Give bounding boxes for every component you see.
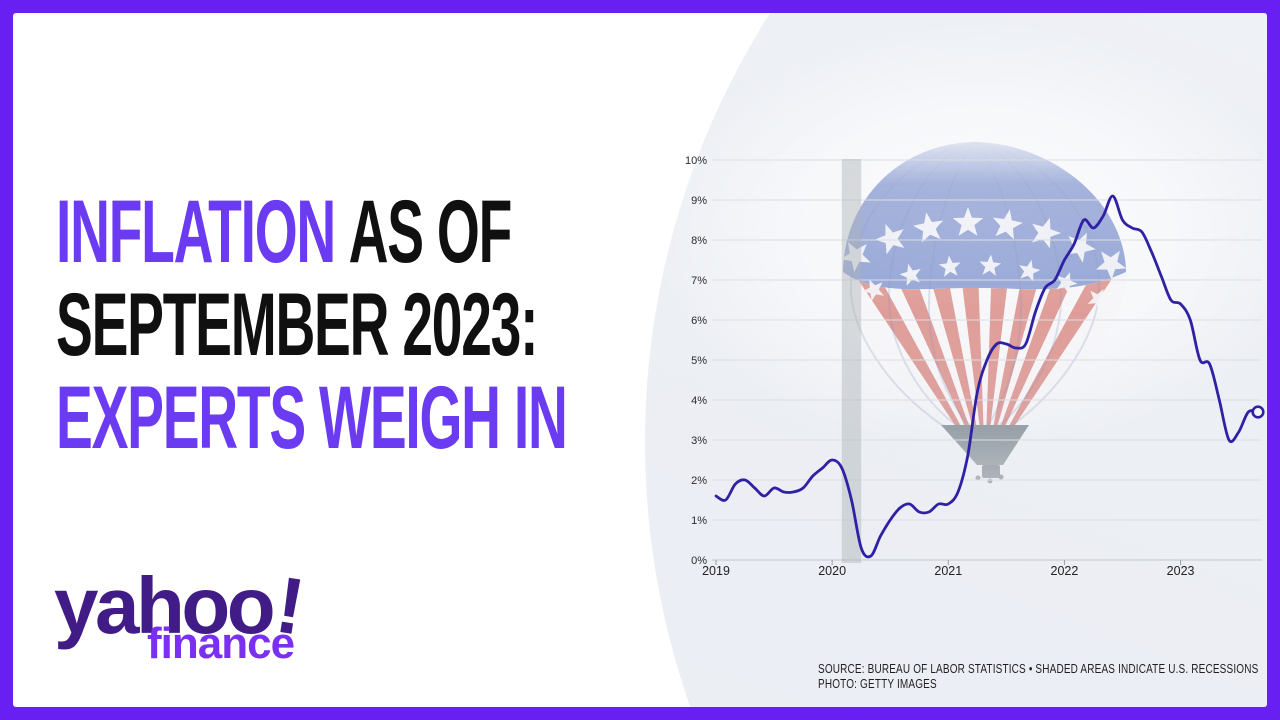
headline-line-2: SEPTEMBER 2023: [56, 274, 538, 374]
source-note-line-2: PHOTO: GETTY IMAGES [818, 677, 937, 691]
inflation-chart: 0% 1% 2% 3% 4% 5% 6% 7% 8% 9% 10% 2019 2020 2021 2022 2… [650, 20, 1267, 578]
balloon-gore-lines [849, 141, 1101, 433]
svg-text:5%: 5% [691, 355, 707, 367]
svg-text:2020: 2020 [818, 564, 846, 578]
inflation-line [714, 194, 1260, 559]
svg-text:0%: 0% [691, 555, 707, 567]
balloon-figure [987, 478, 993, 484]
yahoo-logo: yahoo! [54, 560, 307, 652]
svg-text:2022: 2022 [1051, 564, 1079, 578]
svg-text:2019: 2019 [702, 564, 730, 578]
headline-line-3: EXPERTS WEIGH IN [56, 367, 568, 467]
source-note-line-1: SOURCE: BUREAU OF LABOR STATISTICS • SHA… [818, 662, 1259, 676]
svg-text:8%: 8% [691, 235, 707, 247]
svg-text:9%: 9% [691, 195, 707, 207]
svg-text:4%: 4% [691, 395, 707, 407]
svg-text:3%: 3% [691, 435, 707, 447]
headline-line-1: INFLATION AS OF [56, 185, 567, 278]
headline-rest-words: AS OF [348, 181, 513, 281]
svg-text:1%: 1% [691, 515, 707, 527]
balloon-cone [941, 425, 1029, 465]
svg-text:6%: 6% [691, 315, 707, 327]
headline-accent-word: INFLATION [56, 181, 336, 281]
headline: INFLATION AS OF SEPTEMBER 2023: EXPERTS W… [56, 185, 880, 464]
svg-text:2021: 2021 [934, 564, 962, 578]
source-note: SOURCE: BUREAU OF LABOR STATISTICS • SHA… [818, 662, 1258, 692]
balloon-illustration [840, 141, 1127, 484]
content-area: 0% 1% 2% 3% 4% 5% 6% 7% 8% 9% 10% 2019 2020 2021 2022 2… [13, 13, 1267, 707]
yahoo-logo-text: yahoo [54, 561, 276, 650]
svg-text:7%: 7% [691, 275, 707, 287]
latest-value-marker [1251, 405, 1265, 419]
svg-text:10%: 10% [685, 155, 707, 167]
axis-labels: 0% 1% 2% 3% 4% 5% 6% 7% 8% 9% 10% 2019 2020 2021 2022 2… [685, 155, 1195, 578]
balloon-figure [975, 475, 981, 481]
recession-band [841, 159, 862, 563]
svg-text:2%: 2% [691, 475, 707, 487]
balloon-blue-section [843, 142, 1126, 290]
balloon-figure [998, 474, 1004, 480]
svg-text:2023: 2023 [1167, 564, 1195, 578]
balloon-basket [982, 465, 1000, 478]
finance-logo-text: finance [147, 619, 295, 668]
